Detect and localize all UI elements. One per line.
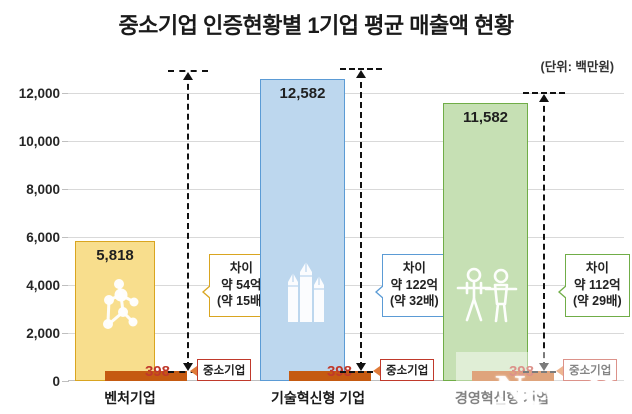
y-axis-label-2000: 2,000 [26, 326, 60, 341]
y-tick-mark-6000 [62, 237, 69, 238]
y-axis-label-4000: 4,000 [26, 278, 60, 293]
diff-callout-tail-inner-mgmt-innovation [560, 285, 568, 299]
category-label-mgmt-innovation: 경영혁신형 기업 [454, 390, 550, 406]
plot-area: 5,818 398 [68, 68, 630, 381]
y-tick-mark-10000 [62, 141, 69, 142]
y-axis-label-10000: 10,000 [18, 134, 60, 149]
bar-value-venture: 5,818 [96, 247, 134, 264]
y-axis-label-6000: 6,000 [26, 230, 60, 245]
diff-callout-title-tech-innovation: 차이 [402, 261, 426, 275]
diff-callout-title-venture: 차이 [229, 261, 253, 275]
sme-value-mgmt-innovation: 398 [508, 363, 534, 380]
y-axis-label-8000: 8,000 [26, 182, 60, 197]
y-tick-mark-0 [62, 381, 69, 382]
sme-bar-mgmt-innovation[interactable] [472, 371, 554, 381]
y-tick-mark-2000 [62, 333, 69, 334]
diff-dash-top-venture [168, 70, 208, 72]
diff-arrow-head-up-tech-innovation [356, 70, 366, 78]
gridline-6000 [68, 237, 624, 238]
diff-arrow-line-venture [187, 74, 189, 368]
diff-callout-title-mgmt-innovation: 차이 [585, 261, 609, 275]
diff-callout-multiple-venture: (약 15배) [217, 294, 266, 308]
diff-arrow-head-down-venture [183, 363, 193, 371]
sme-tag-tech-innovation: 중소기업 [380, 359, 435, 381]
sme-tag-tail-venture [190, 366, 197, 376]
molecule-icon [103, 279, 139, 329]
people-icon [456, 267, 518, 323]
diff-dash-top-mgmt-innovation [523, 92, 565, 94]
diff-callout-tail-inner-tech-innovation [377, 285, 385, 299]
y-axis-label-0: 0 [52, 374, 60, 389]
gridline-10000 [68, 141, 624, 142]
bar-tech-innovation[interactable] [260, 79, 345, 381]
diff-arrow-line-mgmt-innovation [543, 96, 545, 368]
diff-callout-amount-mgmt-innovation: 약 112억 [574, 277, 621, 292]
diff-callout-amount-venture: 약 54억 [221, 277, 262, 292]
diff-arrow-line-tech-innovation [360, 72, 362, 368]
diff-dash-top-tech-innovation [340, 68, 382, 70]
sme-value-venture: 398 [144, 363, 170, 380]
sme-tag-tail-tech-innovation [373, 366, 380, 376]
gridline-8000 [68, 189, 624, 190]
category-label-tech-innovation: 기술혁신형 기업 [270, 390, 366, 406]
diff-arrow-head-up-venture [183, 72, 193, 80]
diff-callout-multiple-tech-innovation: (약 32배) [390, 294, 439, 308]
sme-tag-venture: 중소기업 [197, 359, 252, 381]
diff-callout-mgmt-innovation: 차이 약 112억 (약 29배) [565, 254, 630, 317]
diff-dash-bottom-venture [168, 371, 208, 373]
sme-bar-venture[interactable] [105, 371, 187, 381]
diff-arrow-head-up-mgmt-innovation [539, 94, 549, 102]
y-tick-mark-8000 [62, 189, 69, 190]
category-label-venture: 벤처기업 [104, 390, 156, 406]
bar-value-mgmt-innovation: 11,582 [462, 109, 509, 126]
bar-value-tech-innovation: 12,582 [279, 85, 326, 102]
gridline-4000 [68, 285, 624, 286]
diff-dash-bottom-tech-innovation [340, 371, 382, 373]
diff-arrow-head-down-mgmt-innovation [539, 363, 549, 371]
unit-note: (단위: 백만원) [540, 60, 614, 74]
sme-tag-tail-mgmt-innovation [556, 366, 563, 376]
diff-arrow-head-down-tech-innovation [356, 363, 366, 371]
diff-callout-tech-innovation: 차이 약 122억 (약 32배) [382, 254, 447, 317]
diff-callout-multiple-mgmt-innovation: (약 29배) [573, 294, 622, 308]
diff-callout-amount-tech-innovation: 약 122억 [390, 277, 439, 292]
gridline-12000 [68, 93, 624, 94]
diff-dash-bottom-mgmt-innovation [523, 371, 565, 373]
pencils-icon [288, 262, 324, 322]
sme-value-tech-innovation: 398 [326, 363, 352, 380]
sme-bar-tech-innovation[interactable] [289, 371, 371, 381]
y-tick-mark-12000 [62, 93, 69, 94]
y-tick-mark-4000 [62, 285, 69, 286]
bar-mgmt-innovation[interactable] [443, 103, 528, 381]
bar-venture[interactable] [75, 241, 155, 381]
y-axis-label-12000: 12,000 [18, 86, 60, 101]
sme-tag-mgmt-innovation: 중소기업 [563, 359, 618, 381]
chart-title: 중소기업 인증현황별 1기업 평균 매출액 현황 [118, 13, 514, 38]
diff-callout-tail-inner-venture [204, 285, 212, 299]
gridline-2000 [68, 333, 624, 334]
